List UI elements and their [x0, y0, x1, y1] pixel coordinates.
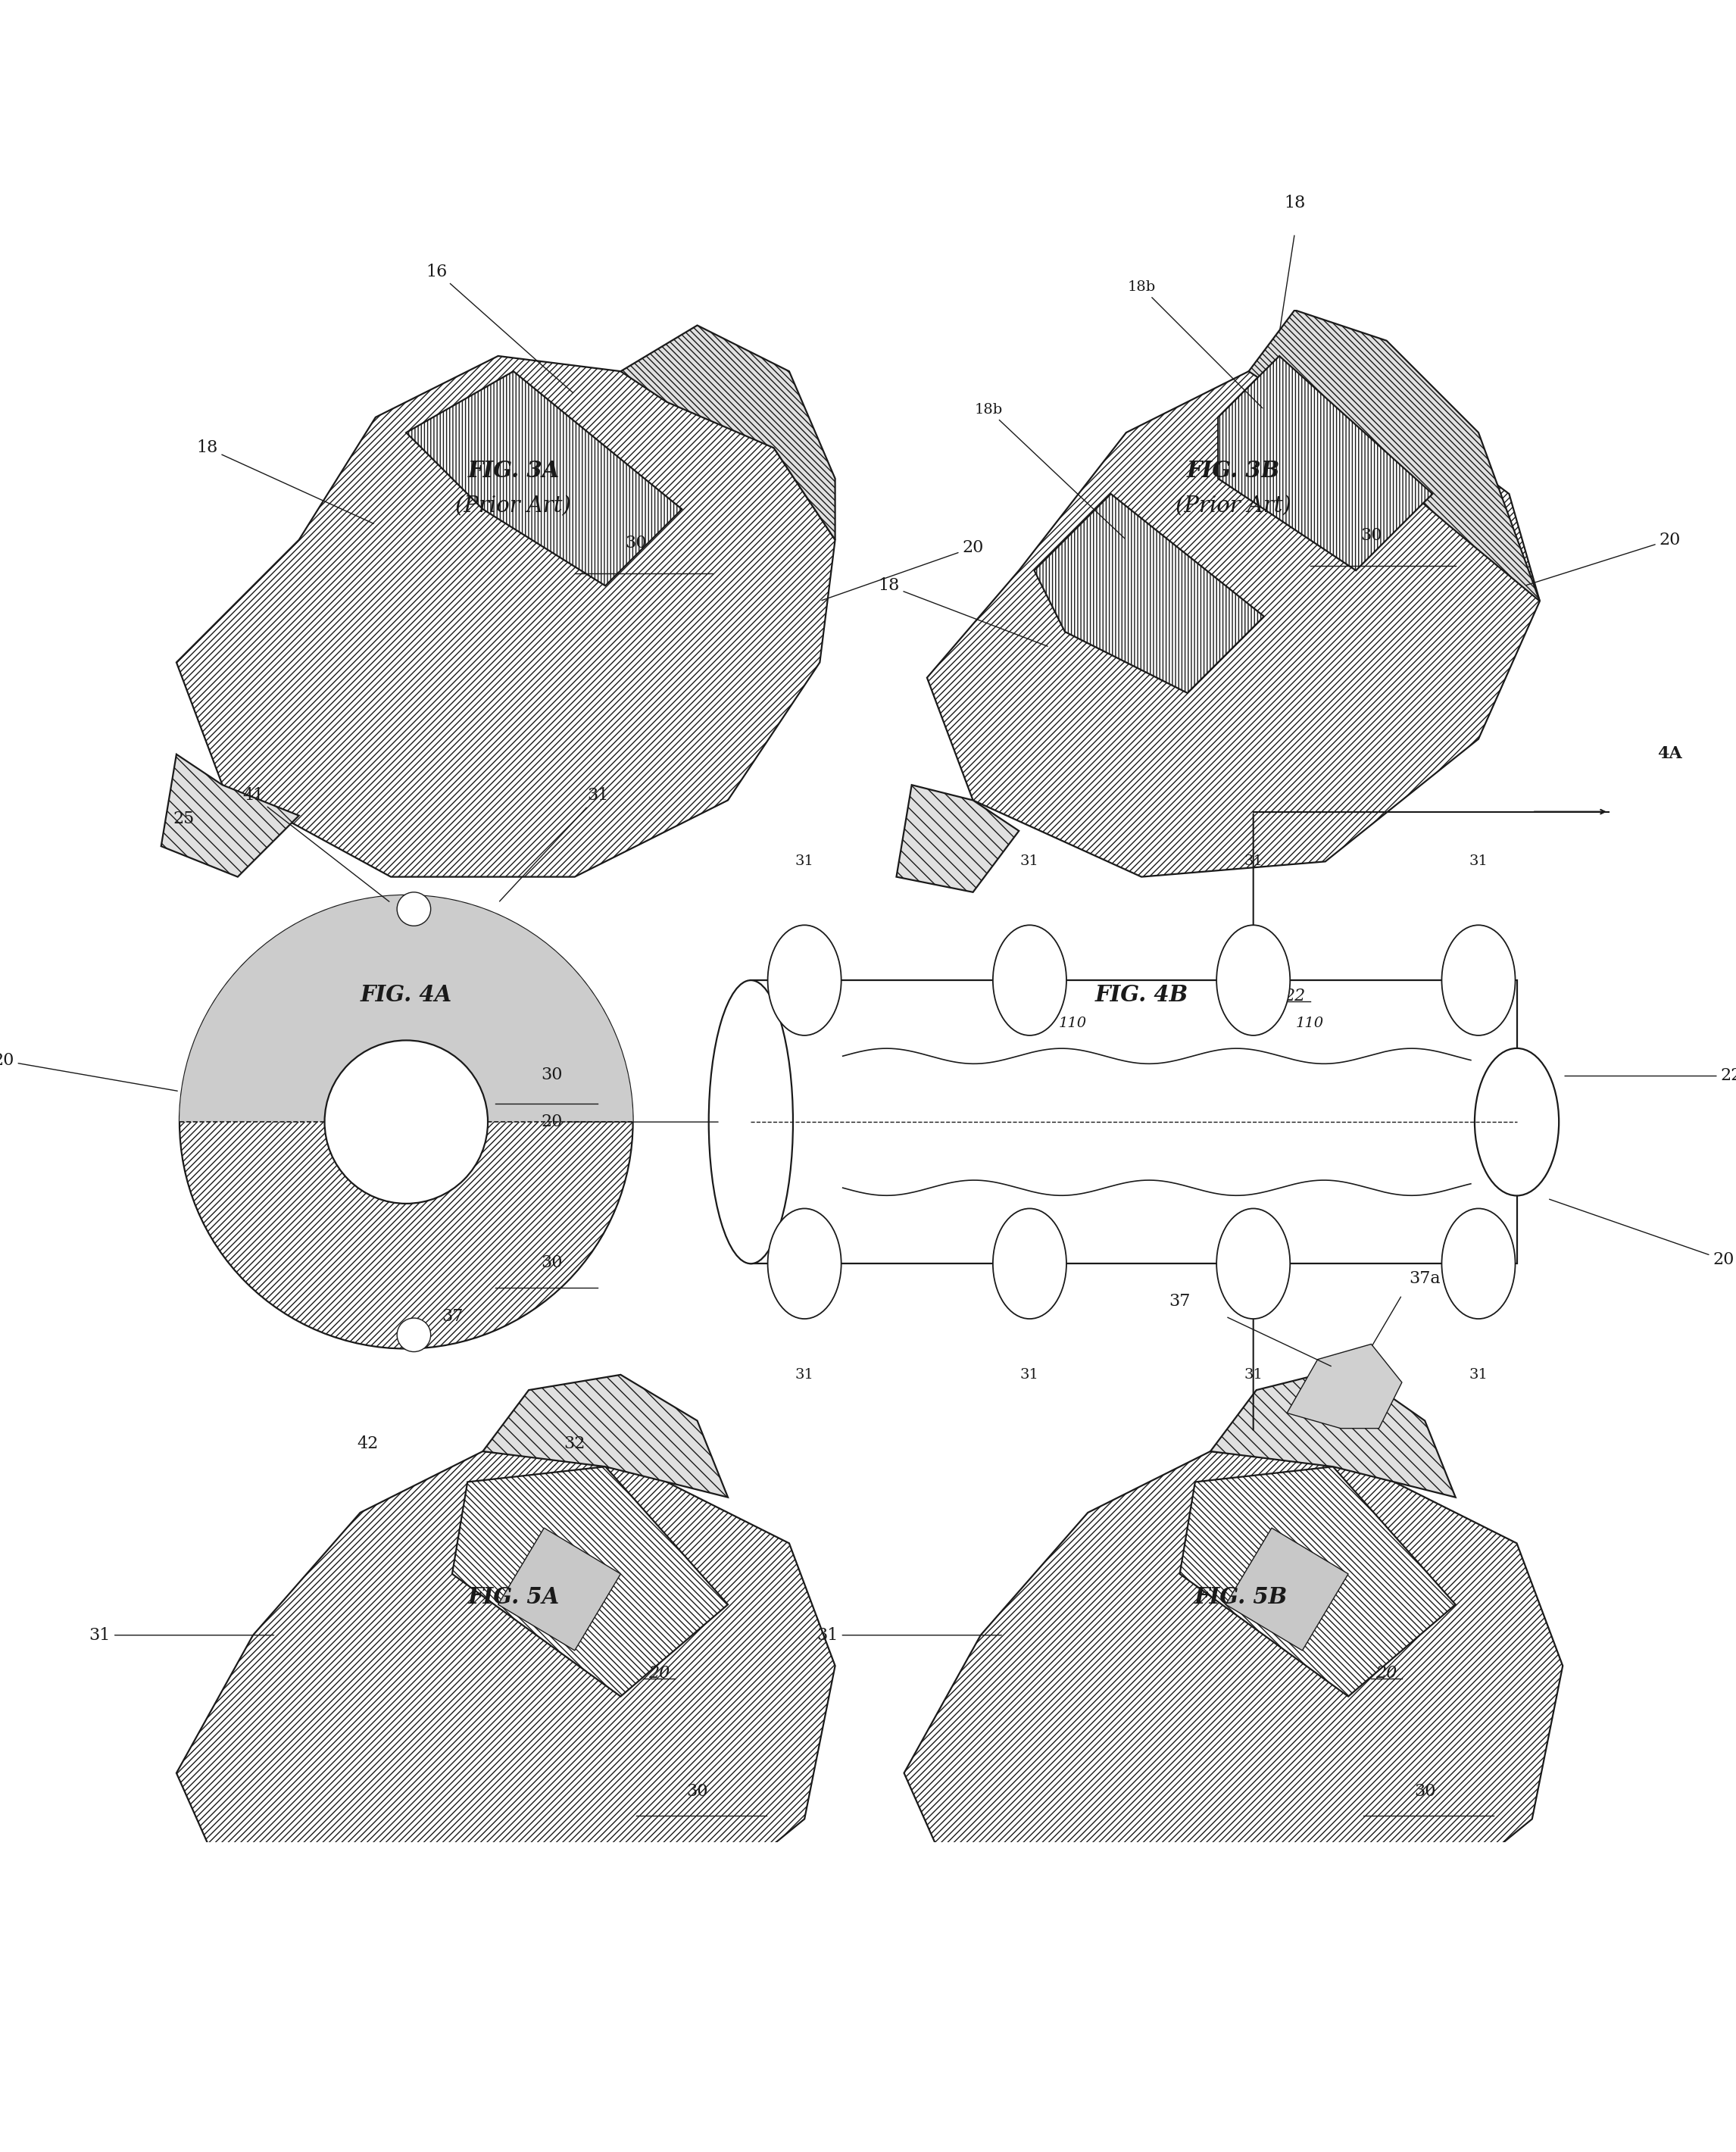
Text: 31: 31 [1469, 854, 1488, 869]
Polygon shape [177, 355, 835, 876]
Ellipse shape [993, 1209, 1066, 1319]
Ellipse shape [767, 1209, 842, 1319]
Ellipse shape [1474, 1048, 1559, 1197]
Text: 31: 31 [1021, 854, 1040, 869]
Ellipse shape [1217, 1209, 1290, 1319]
Circle shape [398, 1317, 431, 1351]
Ellipse shape [1441, 925, 1516, 1035]
Polygon shape [406, 372, 682, 585]
Text: FIG. 5B: FIG. 5B [1194, 1586, 1288, 1608]
Text: 31: 31 [1469, 1369, 1488, 1382]
Text: 4A: 4A [1658, 745, 1682, 762]
Polygon shape [1286, 1345, 1403, 1429]
Text: 31: 31 [1245, 854, 1262, 869]
Text: 31: 31 [500, 788, 608, 902]
Polygon shape [498, 1528, 621, 1651]
Text: FIG. 5A: FIG. 5A [467, 1586, 559, 1608]
Polygon shape [621, 325, 835, 540]
Polygon shape [1226, 1528, 1349, 1651]
Text: 42: 42 [358, 1435, 378, 1453]
Text: 30: 30 [625, 534, 648, 551]
Text: FIG. 4B: FIG. 4B [1095, 983, 1187, 1005]
Text: FIG. 3B: FIG. 3B [1187, 461, 1279, 482]
Text: (Prior Art): (Prior Art) [455, 495, 571, 516]
Polygon shape [451, 1468, 727, 1696]
Text: 22: 22 [549, 988, 569, 1005]
Text: 110: 110 [1295, 1016, 1325, 1031]
Polygon shape [1180, 1468, 1455, 1696]
Polygon shape [177, 1450, 835, 1988]
Text: 16: 16 [425, 263, 573, 394]
Text: 110: 110 [1059, 1016, 1087, 1031]
Text: 31: 31 [795, 1369, 814, 1382]
Polygon shape [483, 1375, 727, 1498]
Text: 31: 31 [1245, 1369, 1262, 1382]
Polygon shape [904, 1450, 1562, 1988]
Text: 37a: 37a [1410, 1270, 1441, 1287]
Text: FIG. 3A: FIG. 3A [467, 461, 559, 482]
Polygon shape [1210, 1367, 1455, 1498]
Ellipse shape [767, 925, 842, 1035]
Polygon shape [161, 755, 299, 876]
Text: 18: 18 [1285, 194, 1305, 211]
Polygon shape [1248, 310, 1540, 600]
Text: 20: 20 [1526, 532, 1680, 585]
Text: 31: 31 [795, 854, 814, 869]
Text: 20: 20 [542, 1113, 719, 1130]
Text: 30: 30 [1415, 1784, 1436, 1799]
Ellipse shape [1441, 1209, 1516, 1319]
Text: 30: 30 [542, 1255, 562, 1272]
Text: FIG. 4A: FIG. 4A [361, 983, 451, 1005]
Text: 18: 18 [878, 577, 1047, 646]
Text: 22: 22 [1285, 988, 1305, 1005]
Polygon shape [179, 895, 634, 1121]
Polygon shape [1219, 355, 1432, 570]
Text: 22: 22 [403, 1067, 425, 1085]
Text: 30: 30 [542, 1065, 562, 1082]
Bar [752, 981, 1517, 1263]
Text: 20: 20 [0, 1052, 177, 1091]
Text: 31: 31 [89, 1627, 274, 1644]
Text: 18b: 18b [974, 402, 1125, 538]
Text: 32: 32 [564, 1435, 585, 1453]
Polygon shape [896, 785, 1019, 893]
Text: 31: 31 [1021, 1369, 1040, 1382]
Text: 20: 20 [1377, 1666, 1397, 1683]
Ellipse shape [708, 981, 793, 1263]
Circle shape [325, 1039, 488, 1203]
Circle shape [179, 895, 634, 1349]
Text: 20: 20 [821, 540, 984, 600]
Text: 30: 30 [686, 1784, 708, 1799]
Text: 41: 41 [243, 788, 389, 902]
Ellipse shape [993, 925, 1066, 1035]
Text: (Prior Art): (Prior Art) [1175, 495, 1292, 516]
Text: 18: 18 [196, 439, 373, 523]
Polygon shape [1035, 493, 1264, 693]
Circle shape [398, 893, 431, 925]
Text: 37: 37 [441, 1308, 464, 1326]
Text: 31: 31 [816, 1627, 1002, 1644]
Ellipse shape [1217, 925, 1290, 1035]
Text: 20: 20 [1550, 1199, 1734, 1268]
Text: 22: 22 [1564, 1067, 1736, 1085]
Text: 37: 37 [1168, 1293, 1191, 1311]
Text: 25: 25 [174, 811, 194, 826]
Polygon shape [927, 372, 1540, 876]
Text: 18b: 18b [1127, 280, 1262, 409]
Text: 30: 30 [1361, 527, 1382, 544]
Text: 20: 20 [648, 1666, 670, 1683]
